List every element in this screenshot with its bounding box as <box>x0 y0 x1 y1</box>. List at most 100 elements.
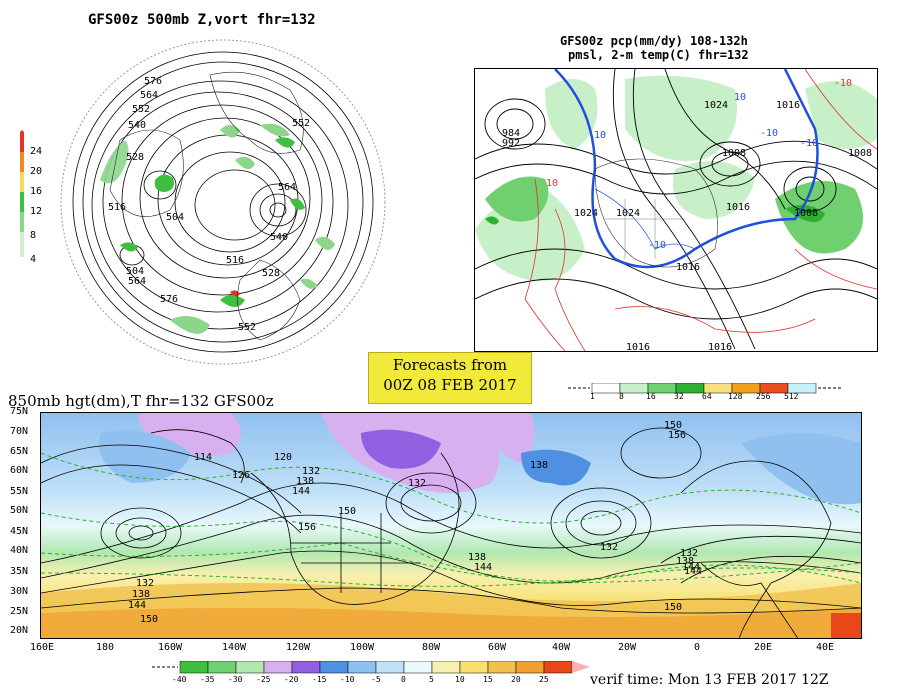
850-height-label: 138 <box>530 460 549 471</box>
polar-contour-label: 528 <box>126 152 145 163</box>
na-temp-contours <box>524 69 877 351</box>
850-height-label: 132 <box>136 578 155 589</box>
850-height-label: 132 <box>680 548 699 559</box>
lon-label: 140W <box>222 642 247 653</box>
temp-scale-label: 20 <box>511 675 521 684</box>
scale-label-16: 16 <box>30 186 43 197</box>
850-height-label: 156 <box>298 522 317 533</box>
na-precip-map <box>474 68 878 352</box>
temp-scale-label: 5 <box>429 675 434 684</box>
na-isobar-label: 1016 <box>708 342 733 353</box>
temp-scale-label: -20 <box>284 675 299 684</box>
lon-label: 20E <box>754 642 773 653</box>
polar-contour-label: 504 <box>126 266 145 277</box>
lat-label: 50N <box>10 505 29 516</box>
lon-label: 80W <box>422 642 441 653</box>
temp-scale-label: -15 <box>312 675 327 684</box>
temp-scale-label: 25 <box>539 675 549 684</box>
850-height-label: 138 <box>676 556 695 567</box>
lat-label: 65N <box>10 446 29 457</box>
850-height-label: 120 <box>274 452 293 463</box>
polar-contour-label: 540 <box>128 120 147 131</box>
850-height-label: 150 <box>140 614 159 625</box>
polar-500mb-map <box>60 30 390 380</box>
polar-map-svg <box>60 39 386 365</box>
polar-contour-label: 564 <box>278 182 297 193</box>
850-height-label: 138 <box>468 552 487 563</box>
polar-contour-label: 528 <box>262 268 281 279</box>
na-isobar-label: 1008 <box>722 148 747 159</box>
lon-label: 20W <box>618 642 637 653</box>
polar-contour-label: 576 <box>160 294 179 305</box>
scale-band-12 <box>20 192 24 212</box>
na-panel-title-line2: pmsl, 2-m temp(C) fhr=132 <box>568 48 749 62</box>
temp-scale-label: -5 <box>371 675 381 684</box>
lon-label: 160E <box>30 642 55 653</box>
na-isobar-label: 1024 <box>704 100 729 111</box>
na-panel-title-line1: GFS00z pcp(mm/dy) 108-132h <box>560 34 748 48</box>
850-height-label: 138 <box>296 476 315 487</box>
lat-label: 20N <box>10 625 29 636</box>
temp-scale-label: -35 <box>200 675 215 684</box>
na-isobar-label: 1016 <box>776 100 801 111</box>
na-isobar-label: 1024 <box>574 208 599 219</box>
850mb-map-svg <box>41 413 861 638</box>
temp-scale-label: -40 <box>172 675 187 684</box>
na-temp-label: -10 <box>800 138 819 149</box>
lat-label: 70N <box>10 426 29 437</box>
lat-label: 45N <box>10 526 29 537</box>
vorticity-color-scale <box>14 130 44 265</box>
scale-band-16 <box>20 172 24 192</box>
scale-label-12: 12 <box>30 206 43 217</box>
na-isobar-label: 1016 <box>626 342 651 353</box>
lon-label: 0 <box>694 642 701 653</box>
temperature-color-scale <box>152 660 592 674</box>
850-height-label: 150 <box>338 506 357 517</box>
lon-label: 180 <box>96 642 115 653</box>
polar-contour-label: 552 <box>238 322 257 333</box>
850-height-label: 144 <box>292 486 311 497</box>
850mb-temp-contours <box>41 452 861 587</box>
polar-contour-label: 552 <box>132 104 151 115</box>
precip-scale-label: 64 <box>702 392 712 401</box>
precip-scale-label: 128 <box>728 392 743 401</box>
850mb-coastlines <box>150 429 832 638</box>
850-height-label: 126 <box>232 470 251 481</box>
850-height-label: 144 <box>128 600 147 611</box>
na-isobar-label: 992 <box>502 138 521 149</box>
lat-label: 35N <box>10 566 29 577</box>
temp-scale-label: -25 <box>256 675 271 684</box>
850mb-panel-title: 850mb hgt(dm),T fhr=132 GFS00z <box>8 392 274 410</box>
na-isobar-label: 1008 <box>794 208 819 219</box>
scale-label-8: 8 <box>30 230 37 241</box>
scale-band-4 <box>20 232 24 257</box>
lat-label: 60N <box>10 465 29 476</box>
lon-label: 60W <box>488 642 507 653</box>
850-height-label: 114 <box>194 452 213 463</box>
scale-label-24: 24 <box>30 146 43 157</box>
temp-scale-label: 10 <box>455 675 465 684</box>
na-temp-label: 10 <box>594 130 607 141</box>
na-temp-label: 10 <box>546 178 559 189</box>
scale-arrow-top <box>20 130 24 132</box>
verification-time: verif time: Mon 13 FEB 2017 12Z <box>590 672 829 688</box>
lat-label: 55N <box>10 486 29 497</box>
na-isobar-label: 1016 <box>676 262 701 273</box>
polar-contour-label: 564 <box>128 276 147 287</box>
polar-contour-label: 540 <box>270 232 289 243</box>
850-height-label: 144 <box>474 562 493 573</box>
lat-label: 25N <box>10 606 29 617</box>
scale-band-24 <box>20 132 24 152</box>
polar-contour-label: 516 <box>226 255 245 266</box>
scale-label-4: 4 <box>30 254 37 265</box>
precip-scale-label: 8 <box>619 392 624 401</box>
temp-scale-label: -30 <box>228 675 243 684</box>
lon-label: 40E <box>816 642 835 653</box>
850-height-label: 150 <box>664 420 683 431</box>
polar-contour-label: 576 <box>144 76 163 87</box>
precip-scale-svg <box>568 382 843 394</box>
forecast-line1: Forecasts from <box>392 356 508 374</box>
na-temp-label: -10 <box>834 78 853 89</box>
lat-label: 30N <box>10 586 29 597</box>
850-height-label: 138 <box>132 589 151 600</box>
